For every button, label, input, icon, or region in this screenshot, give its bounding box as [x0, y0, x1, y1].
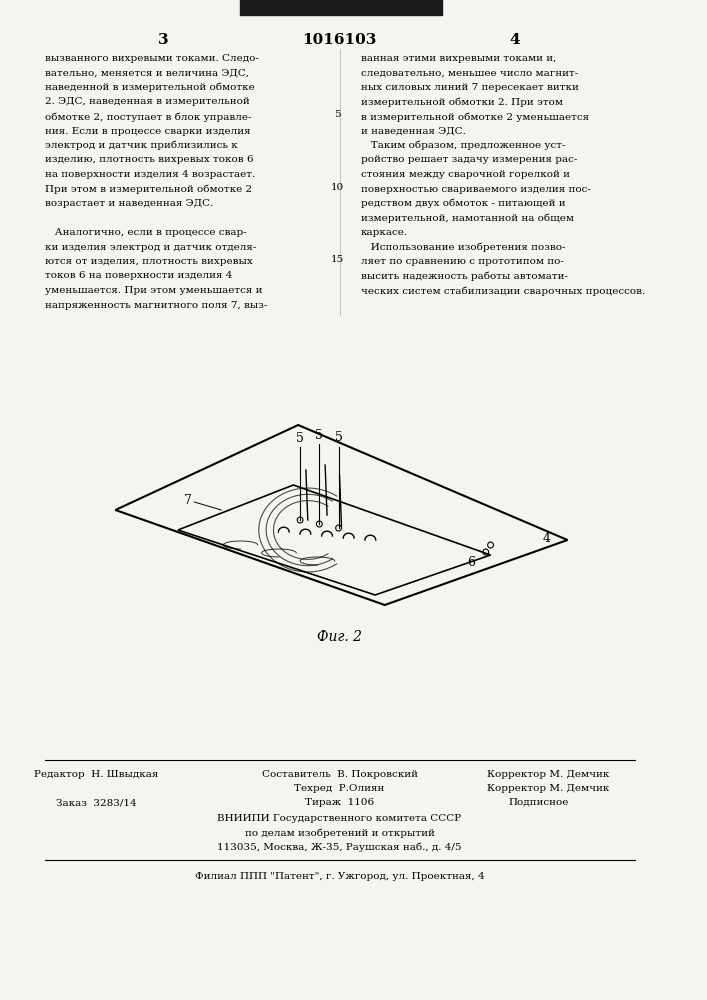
- Text: Корректор М. Демчик: Корректор М. Демчик: [487, 784, 609, 793]
- Text: вызванного вихревыми токами. Следо-: вызванного вихревыми токами. Следо-: [45, 54, 259, 63]
- Text: напряженность магнитного поля 7, выз-: напряженность магнитного поля 7, выз-: [45, 300, 267, 310]
- Text: 4: 4: [509, 33, 520, 47]
- Text: Корректор М. Демчик: Корректор М. Демчик: [487, 770, 609, 779]
- Text: Редактор  Н. Швыдкая: Редактор Н. Швыдкая: [34, 770, 158, 779]
- Text: 5: 5: [334, 431, 342, 444]
- Text: Филиал ППП "Патент", г. Ужгород, ул. Проектная, 4: Филиал ППП "Патент", г. Ужгород, ул. Про…: [194, 872, 484, 881]
- Text: Использование изобретения позво-: Использование изобретения позво-: [361, 242, 565, 252]
- Text: 3: 3: [158, 33, 169, 47]
- Text: измерительной обмотки 2. При этом: измерительной обмотки 2. При этом: [361, 98, 563, 107]
- Text: Техред  Р.Олиян: Техред Р.Олиян: [294, 784, 385, 793]
- Text: 1016103: 1016103: [303, 33, 377, 47]
- Text: каркасе.: каркасе.: [361, 228, 408, 237]
- Text: стояния между сварочной горелкой и: стояния между сварочной горелкой и: [361, 170, 570, 179]
- Text: высить надежность работы автомати-: высить надежность работы автомати-: [361, 271, 568, 281]
- Text: изделию, плотность вихревых токов 6: изделию, плотность вихревых токов 6: [45, 155, 254, 164]
- Text: ются от изделия, плотность вихревых: ются от изделия, плотность вихревых: [45, 257, 253, 266]
- Text: обмотке 2, поступает в блок управле-: обмотке 2, поступает в блок управле-: [45, 112, 252, 121]
- Text: 113035, Москва, Ж-35, Раушская наб., д. 4/5: 113035, Москва, Ж-35, Раушская наб., д. …: [217, 842, 462, 852]
- Text: поверхностью свариваемого изделия пос-: поверхностью свариваемого изделия пос-: [361, 184, 590, 194]
- Text: ванная этими вихревыми токами и,: ванная этими вихревыми токами и,: [361, 54, 556, 63]
- Text: наведенной в измерительной обмотке: наведенной в измерительной обмотке: [45, 83, 255, 93]
- Text: ных силовых линий 7 пересекает витки: ных силовых линий 7 пересекает витки: [361, 83, 578, 92]
- Text: Тираж  1106: Тираж 1106: [305, 798, 374, 807]
- Text: возрастает и наведенная ЭДС.: возрастает и наведенная ЭДС.: [45, 199, 214, 208]
- Bar: [240, 0, 443, 15]
- Text: по делам изобретений и открытий: по делам изобретений и открытий: [245, 828, 435, 838]
- Text: и наведенная ЭДС.: и наведенная ЭДС.: [361, 126, 466, 135]
- Text: измерительной, намотанной на общем: измерительной, намотанной на общем: [361, 214, 573, 223]
- Text: токов 6 на поверхности изделия 4: токов 6 на поверхности изделия 4: [45, 271, 233, 280]
- Text: электрод и датчик приблизились к: электрод и датчик приблизились к: [45, 141, 238, 150]
- Text: ния. Если в процессе сварки изделия: ния. Если в процессе сварки изделия: [45, 126, 251, 135]
- Text: Аналогично, если в процессе свар-: Аналогично, если в процессе свар-: [45, 228, 247, 237]
- Text: 5: 5: [315, 429, 323, 442]
- Text: ческих систем стабилизации сварочных процессов.: ческих систем стабилизации сварочных про…: [361, 286, 645, 296]
- Text: ки изделия электрод и датчик отделя-: ки изделия электрод и датчик отделя-: [45, 242, 257, 251]
- Text: на поверхности изделия 4 возрастает.: на поверхности изделия 4 возрастает.: [45, 170, 255, 179]
- Text: в измерительной обмотке 2 уменьшается: в измерительной обмотке 2 уменьшается: [361, 112, 589, 121]
- Text: ройство решает задачу измерения рас-: ройство решает задачу измерения рас-: [361, 155, 577, 164]
- Text: ВНИИПИ Государственного комитета СССР: ВНИИПИ Государственного комитета СССР: [218, 814, 462, 823]
- Text: 2. ЭДС, наведенная в измерительной: 2. ЭДС, наведенная в измерительной: [45, 98, 250, 106]
- Text: Заказ  3283/14: Заказ 3283/14: [56, 798, 136, 807]
- Text: следовательно, меньшее число магнит-: следовательно, меньшее число магнит-: [361, 68, 578, 78]
- Text: вательно, меняется и величина ЭДС,: вательно, меняется и величина ЭДС,: [45, 68, 249, 78]
- Text: Таким образом, предложенное уст-: Таким образом, предложенное уст-: [361, 141, 565, 150]
- Text: 10: 10: [331, 182, 344, 192]
- Text: 4: 4: [542, 532, 550, 544]
- Text: 5: 5: [334, 110, 341, 119]
- Text: 7: 7: [184, 493, 192, 506]
- Text: 15: 15: [331, 255, 344, 264]
- Text: ляет по сравнению с прототипом по-: ляет по сравнению с прототипом по-: [361, 257, 563, 266]
- Text: При этом в измерительной обмотке 2: При этом в измерительной обмотке 2: [45, 184, 252, 194]
- Text: Фиг. 2: Фиг. 2: [317, 630, 362, 644]
- Text: редством двух обмоток - питающей и: редством двух обмоток - питающей и: [361, 199, 566, 209]
- Text: Подписное: Подписное: [508, 798, 569, 807]
- Text: 6: 6: [467, 556, 475, 568]
- Text: Составитель  В. Покровский: Составитель В. Покровский: [262, 770, 418, 779]
- Text: 5: 5: [296, 432, 304, 445]
- Text: уменьшается. При этом уменьшается и: уменьшается. При этом уменьшается и: [45, 286, 263, 295]
